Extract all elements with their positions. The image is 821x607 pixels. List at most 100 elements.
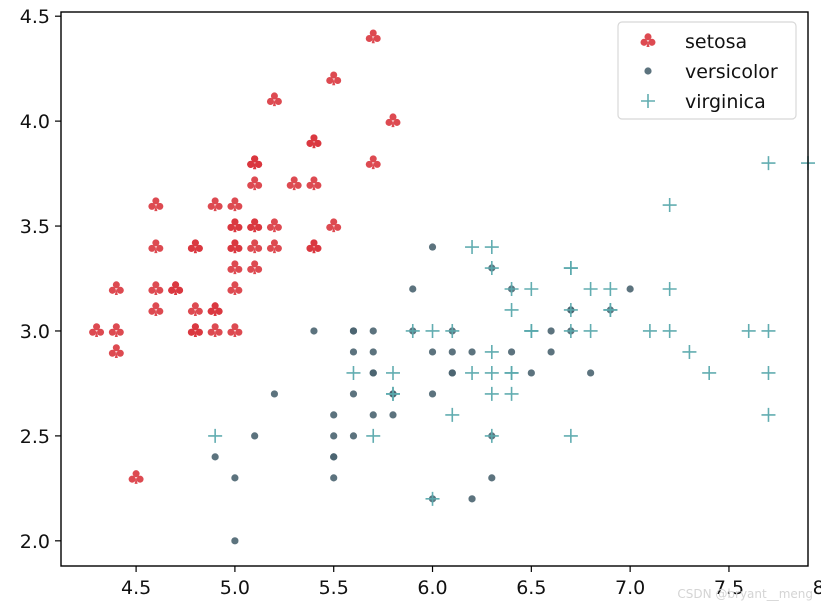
plot-marks	[89, 29, 815, 545]
virginica-point	[405, 323, 420, 338]
setosa-point	[247, 155, 263, 170]
versicolor-point	[468, 495, 476, 503]
versicolor-point	[547, 348, 555, 356]
versicolor-point	[369, 327, 377, 335]
setosa-point	[227, 239, 243, 254]
virginica-point	[583, 282, 598, 296]
setosa-point	[227, 218, 243, 233]
setosa-point	[326, 71, 342, 86]
setosa-point	[108, 344, 124, 359]
setosa-point	[286, 176, 302, 191]
versicolor-point	[369, 411, 377, 419]
virginica-point	[603, 302, 618, 317]
setosa-point	[89, 323, 105, 338]
setosa-point	[148, 281, 164, 296]
versicolor-point	[428, 390, 437, 398]
virginica-point	[563, 323, 578, 338]
y-tick-label: 3.0	[20, 321, 50, 343]
legend-label-versicolor: versicolor	[685, 61, 778, 83]
versicolor-point	[211, 453, 219, 461]
setosa-point	[385, 113, 401, 128]
virginica-point	[465, 240, 480, 255]
virginica-point	[563, 302, 578, 317]
legend-label-virginica: virginica	[685, 91, 766, 113]
y-tick-label: 4.5	[20, 6, 50, 28]
setosa-point	[365, 155, 381, 170]
watermark-text: CSDN @bryant__meng	[677, 587, 813, 601]
versicolor-point	[448, 369, 456, 377]
virginica-point	[662, 198, 677, 213]
versicolor-point	[231, 537, 239, 545]
versicolor-point	[231, 474, 239, 482]
virginica-point	[761, 323, 776, 338]
virginica-point	[662, 282, 677, 296]
legend: setosa versicolor virginica	[617, 21, 797, 120]
x-tick-label: 7.0	[615, 577, 645, 599]
series-virginica	[208, 156, 815, 506]
virginica-point	[504, 282, 519, 296]
virginica-point	[682, 344, 697, 359]
virginica-point	[484, 344, 499, 359]
virginica-point	[642, 323, 657, 338]
versicolor-point	[488, 474, 496, 482]
setosa-point	[227, 260, 243, 275]
versicolor-point	[349, 327, 358, 335]
setosa-point	[207, 323, 223, 338]
setosa-point	[128, 470, 144, 484]
versicolor-point	[507, 348, 516, 356]
versicolor-point	[626, 285, 634, 293]
setosa-point	[108, 323, 124, 338]
x-tick-label: 6.5	[516, 577, 546, 599]
virginica-point	[504, 365, 519, 380]
x-axis: 4.5 5.0 5.5 6.0 6.5 7.0 7.5 8.0	[121, 566, 821, 599]
versicolor-point	[330, 432, 338, 440]
legend-label-setosa: setosa	[685, 31, 747, 53]
setosa-point	[306, 239, 322, 254]
versicolor-point	[330, 474, 338, 482]
virginica-point	[484, 261, 499, 276]
setosa-point	[207, 197, 223, 212]
virginica-point	[484, 386, 499, 401]
versicolor-point	[527, 369, 535, 377]
x-tick-label: 6.0	[417, 577, 447, 599]
virginica-point	[702, 365, 717, 380]
setosa-point	[148, 302, 164, 317]
versicolor-point	[369, 348, 377, 356]
virginica-point	[346, 365, 361, 380]
versicolor-point	[270, 390, 279, 398]
setosa-point	[306, 176, 322, 191]
virginica-point	[386, 386, 400, 401]
versicolor-point	[349, 348, 358, 356]
setosa-point	[306, 134, 322, 149]
virginica-point	[445, 407, 460, 422]
setosa-point	[365, 29, 381, 44]
virginica-point	[504, 386, 519, 401]
setosa-point	[148, 239, 164, 254]
setosa-point	[148, 197, 164, 212]
virginica-point	[761, 156, 776, 171]
setosa-point	[247, 239, 263, 254]
setosa-point	[266, 239, 282, 254]
legend-marker-setosa	[640, 33, 656, 48]
virginica-point	[741, 323, 756, 338]
setosa-point	[227, 281, 243, 296]
y-axis: 2.0 2.5 3.0 3.5 4.0 4.5	[20, 6, 61, 553]
versicolor-point	[428, 243, 437, 251]
virginica-point	[425, 323, 440, 338]
virginica-point	[484, 240, 499, 255]
virginica-point	[484, 365, 499, 380]
versicolor-point	[409, 285, 417, 293]
versicolor-point	[330, 453, 338, 461]
versicolor-point	[389, 411, 397, 419]
series-versicolor	[211, 243, 634, 545]
versicolor-point	[587, 369, 595, 377]
x-tick-label: 5.0	[220, 577, 250, 599]
virginica-point	[386, 365, 400, 380]
versicolor-point	[547, 327, 555, 335]
virginica-point	[504, 302, 519, 317]
virginica-point	[484, 428, 499, 443]
x-tick-label: 8.0	[813, 577, 821, 599]
x-tick-label: 7.5	[714, 577, 744, 599]
virginica-point	[662, 323, 677, 338]
versicolor-point	[349, 390, 358, 398]
